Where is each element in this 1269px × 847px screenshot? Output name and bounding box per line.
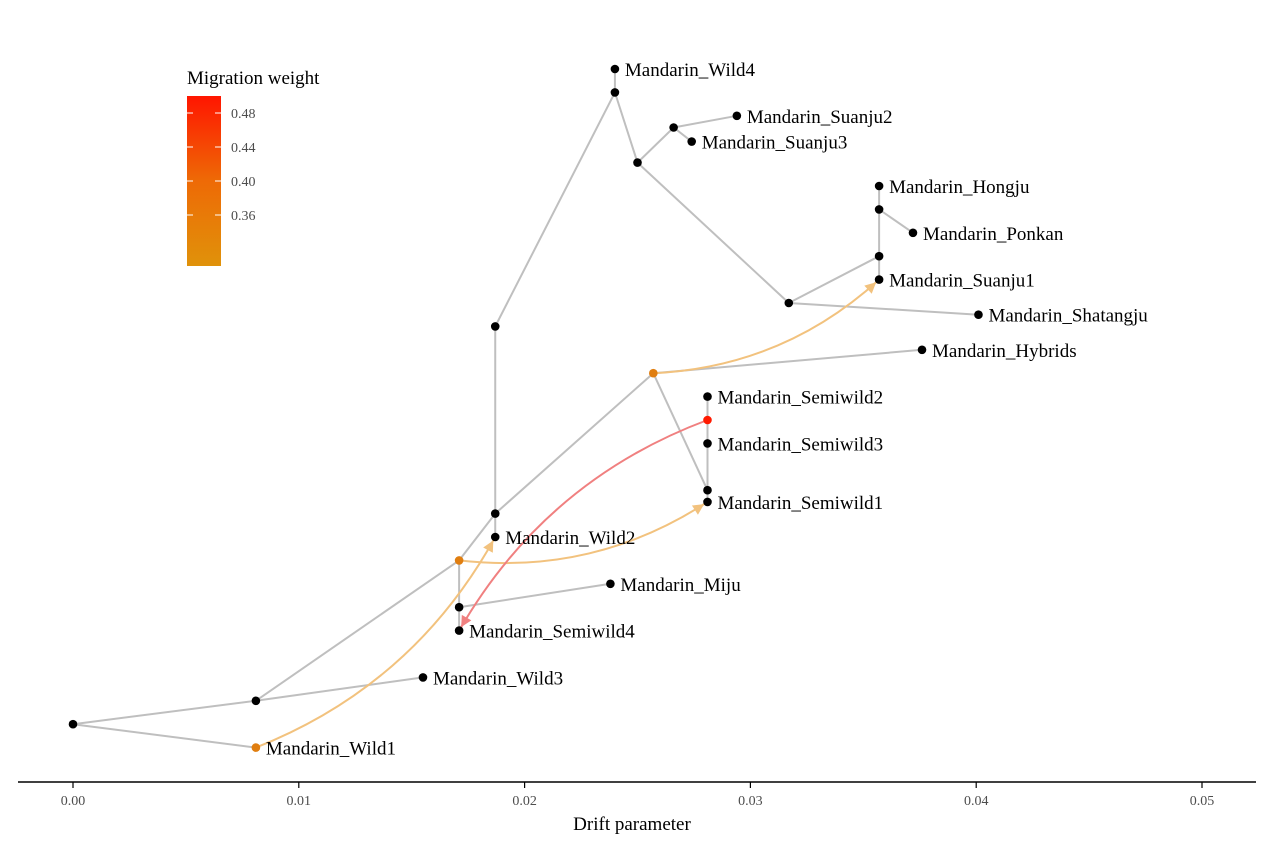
tree-edge-n1-wild3 bbox=[255, 676, 424, 702]
legend-tick-label: 0.36 bbox=[231, 209, 256, 224]
tip-label-hybrids: Mandarin_Hybrids bbox=[932, 341, 1077, 362]
tree-edge-n14-ponkan bbox=[878, 208, 914, 234]
tree-node-miju bbox=[606, 579, 615, 589]
tree-node-hongju bbox=[874, 181, 884, 191]
x-tick-label: 0.02 bbox=[512, 794, 537, 809]
tree-node-n7 bbox=[703, 485, 712, 495]
tree-node-n2 bbox=[454, 556, 464, 565]
tree-edge-root-wild1 bbox=[72, 723, 257, 749]
tip-label-semiwild1: Mandarin_Semiwild1 bbox=[717, 493, 883, 514]
tree-edge-root-n1 bbox=[72, 699, 257, 726]
legend-ticks: 0.36 0.40 0.44 0.48 bbox=[187, 107, 256, 224]
migration-arrow-n6-suanju1 bbox=[653, 278, 880, 375]
tree-edge-n4-n6 bbox=[494, 372, 654, 515]
tree-node-ponkan bbox=[908, 228, 918, 238]
tree-edge-n1-n2 bbox=[255, 559, 460, 702]
tree-edge-n2-n4 bbox=[458, 512, 497, 562]
tree-node-wild2 bbox=[490, 532, 500, 542]
tree-node-hybrids bbox=[917, 345, 927, 355]
tree-node-n10 bbox=[633, 158, 642, 167]
migration-arrow-wild1-wild2 bbox=[255, 536, 497, 749]
legend-tick-label: 0.48 bbox=[231, 107, 256, 122]
tip-label-suanju1: Mandarin_Suanju1 bbox=[889, 271, 1035, 292]
migration-arrowhead bbox=[461, 614, 472, 628]
tree-node-shatangju bbox=[974, 310, 983, 320]
tree-node-n11 bbox=[669, 123, 678, 132]
tree-edge-n3-miju bbox=[458, 582, 611, 609]
tip-label-wild1: Mandarin_Wild1 bbox=[266, 739, 396, 760]
tree-node-root bbox=[68, 719, 78, 729]
tree-node-n6 bbox=[649, 368, 658, 378]
tip-labels: Mandarin_Wild1 Mandarin_Wild3 Mandarin_Sem… bbox=[266, 60, 1148, 760]
tree-node-n4 bbox=[490, 509, 500, 518]
legend-title: Migration weight bbox=[187, 68, 320, 89]
migration-weight-legend: Migration weight 0.36 0.40 0.44 0.48 bbox=[187, 68, 320, 266]
migration-arrowhead bbox=[483, 540, 494, 553]
tip-label-suanju3: Mandarin_Suanju3 bbox=[702, 133, 848, 154]
tip-label-wild4: Mandarin_Wild4 bbox=[625, 60, 756, 81]
migration-arrowhead bbox=[864, 282, 877, 294]
tree-node-n13 bbox=[874, 251, 884, 261]
x-tick-label: 0.05 bbox=[1190, 794, 1215, 809]
tip-label-wild2: Mandarin_Wild2 bbox=[505, 528, 635, 549]
tree-edge-n12-shatangju bbox=[788, 302, 979, 316]
tip-label-semiwild2: Mandarin_Semiwild2 bbox=[717, 388, 883, 409]
tree-nodes bbox=[68, 64, 983, 752]
tree-node-semiwild4 bbox=[454, 626, 464, 635]
migration-arrow-n2-semiwild1 bbox=[459, 501, 709, 565]
tree-node-semiwild1 bbox=[703, 497, 712, 507]
tree-node-wild4 bbox=[610, 64, 620, 74]
tip-label-wild3: Mandarin_Wild3 bbox=[433, 668, 563, 689]
legend-tick-label: 0.44 bbox=[231, 141, 256, 156]
migration-edges bbox=[255, 278, 880, 749]
tree-node-semiwild2 bbox=[703, 392, 712, 401]
migration-arrow-n8-semiwild4 bbox=[458, 419, 708, 632]
tree-edge-n10-n12 bbox=[636, 161, 790, 304]
tree-node-wild1 bbox=[251, 743, 261, 752]
x-tick-label: 0.04 bbox=[964, 794, 989, 809]
tip-label-ponkan: Mandarin_Ponkan bbox=[923, 224, 1064, 245]
tree-edge-n9-n10 bbox=[613, 92, 639, 163]
tip-label-semiwild4: Mandarin_Semiwild4 bbox=[469, 622, 635, 643]
tree-edge-n10-n11 bbox=[636, 126, 675, 164]
tree-node-suanju2 bbox=[732, 111, 742, 121]
x-axis-ticks: 0.00 0.01 0.02 0.03 0.04 0.05 bbox=[61, 782, 1215, 809]
x-tick-label: 0.03 bbox=[738, 794, 763, 809]
tip-label-suanju2: Mandarin_Suanju2 bbox=[747, 107, 893, 128]
migration-arrowhead bbox=[691, 504, 705, 515]
tree-node-suanju3 bbox=[687, 137, 696, 146]
tree-node-n3 bbox=[454, 602, 464, 612]
tip-label-semiwild3: Mandarin_Semiwild3 bbox=[717, 434, 883, 455]
tree-node-wild3 bbox=[418, 673, 428, 682]
tree-node-n14 bbox=[874, 205, 884, 214]
x-axis: 0.00 0.01 0.02 0.03 0.04 0.05 Drift parameter bbox=[18, 781, 1256, 835]
legend-tick-label: 0.40 bbox=[231, 175, 256, 190]
x-tick-label: 0.00 bbox=[61, 794, 86, 809]
x-axis-title: Drift parameter bbox=[573, 814, 691, 835]
tree-node-semiwild3 bbox=[703, 439, 712, 448]
tree-edge-n5-n9 bbox=[494, 91, 616, 327]
tip-label-miju: Mandarin_Miju bbox=[620, 575, 741, 596]
tree-edge-n11-suanju2 bbox=[673, 114, 738, 129]
tree-node-n1 bbox=[251, 696, 261, 706]
tree-node-n9 bbox=[610, 88, 620, 97]
tree-node-suanju1 bbox=[874, 275, 884, 284]
tree-node-n8 bbox=[703, 415, 712, 425]
tree-edge-n12-n13 bbox=[788, 255, 880, 304]
tip-label-hongju: Mandarin_Hongju bbox=[889, 177, 1030, 198]
tree-node-n12 bbox=[784, 298, 794, 308]
tip-label-shatangju: Mandarin_Shatangju bbox=[988, 306, 1148, 327]
x-tick-label: 0.01 bbox=[287, 794, 312, 809]
tree-node-n5 bbox=[490, 322, 500, 331]
